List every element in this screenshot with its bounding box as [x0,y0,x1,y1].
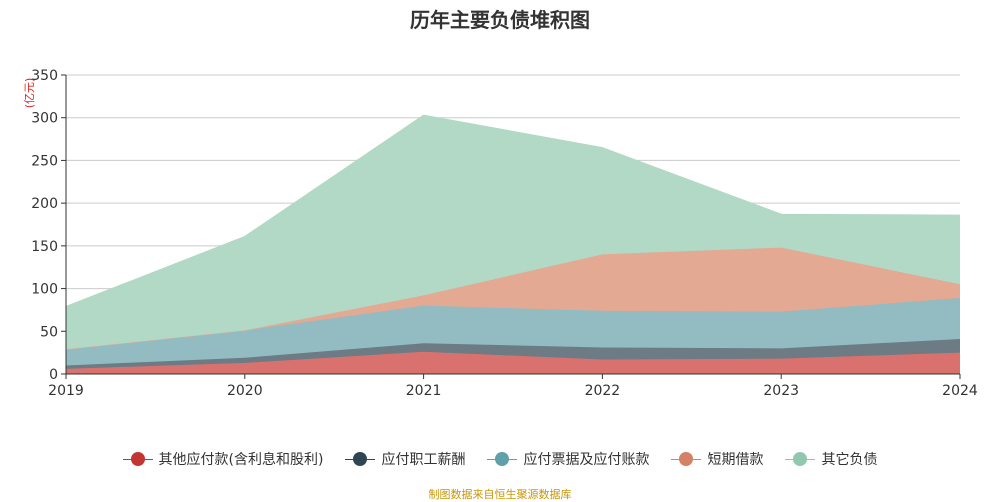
legend-item-3[interactable]: 应付票据及应付账款 [487,449,649,469]
area-series-1[interactable] [66,351,960,374]
chart-legend: 其他应付款(含利息和股利) 应付职工薪酬 应付票据及应付账款 短期借款 其它负债 [0,449,1000,469]
area-series-2-line [65,338,961,366]
legend-label: 短期借款 [707,452,764,468]
y-tick-label: 300 [31,111,58,127]
chart-title: 历年主要负债堆积图 [410,8,590,32]
legend-item-5[interactable]: 其它负债 [785,449,877,469]
legend-label: 其他应付款(含利息和股利) [158,452,324,468]
x-tick-label: 2022 [585,383,621,399]
x-tick-label: 2020 [227,383,263,399]
y-tick-labels: 0 50 100 150 200 250 300 350 [31,68,58,383]
legend-marker-icon [345,451,376,467]
area-series-5-line [65,114,961,307]
legend-label: 应付职工薪酬 [381,452,466,468]
x-tick-labels: 2019 2020 2021 2022 2023 2024 [48,374,978,399]
source-note: 制图数据来自恒生聚源数据库 [428,488,572,501]
axes [65,75,960,375]
y-axis-unit-label: (亿元) [23,78,36,109]
x-tick-label: 2023 [763,383,799,399]
legend-marker-icon [671,451,702,467]
area-series-5[interactable] [66,115,960,350]
legend-item-4[interactable]: 短期借款 [671,449,763,469]
legend-marker-icon [487,451,518,467]
x-tick-label: 2019 [48,383,84,399]
legend-marker-icon [122,451,153,467]
legend-label: 其它负债 [821,452,878,468]
y-tick-label: 50 [40,324,58,340]
legend-marker-icon [785,451,816,467]
area-series-2[interactable] [66,338,960,369]
legend-item-1[interactable]: 其他应付款(含利息和股利) [122,449,324,469]
y-tick-label: 100 [31,282,58,298]
y-tick-label: 250 [31,153,58,169]
legend-item-2[interactable]: 应付职工薪酬 [345,449,465,469]
y-tick-label: 0 [49,367,58,383]
legend-label: 应付票据及应付账款 [523,452,650,468]
y-tick-label: 150 [31,239,58,255]
y-tick-label: 350 [31,68,58,84]
area-series-3[interactable] [66,297,960,366]
x-tick-label: 2024 [942,383,978,399]
x-tick-label: 2021 [406,383,442,399]
area-series-group [65,114,961,374]
area-series-4[interactable] [66,247,960,350]
y-tick-label: 200 [31,196,58,212]
